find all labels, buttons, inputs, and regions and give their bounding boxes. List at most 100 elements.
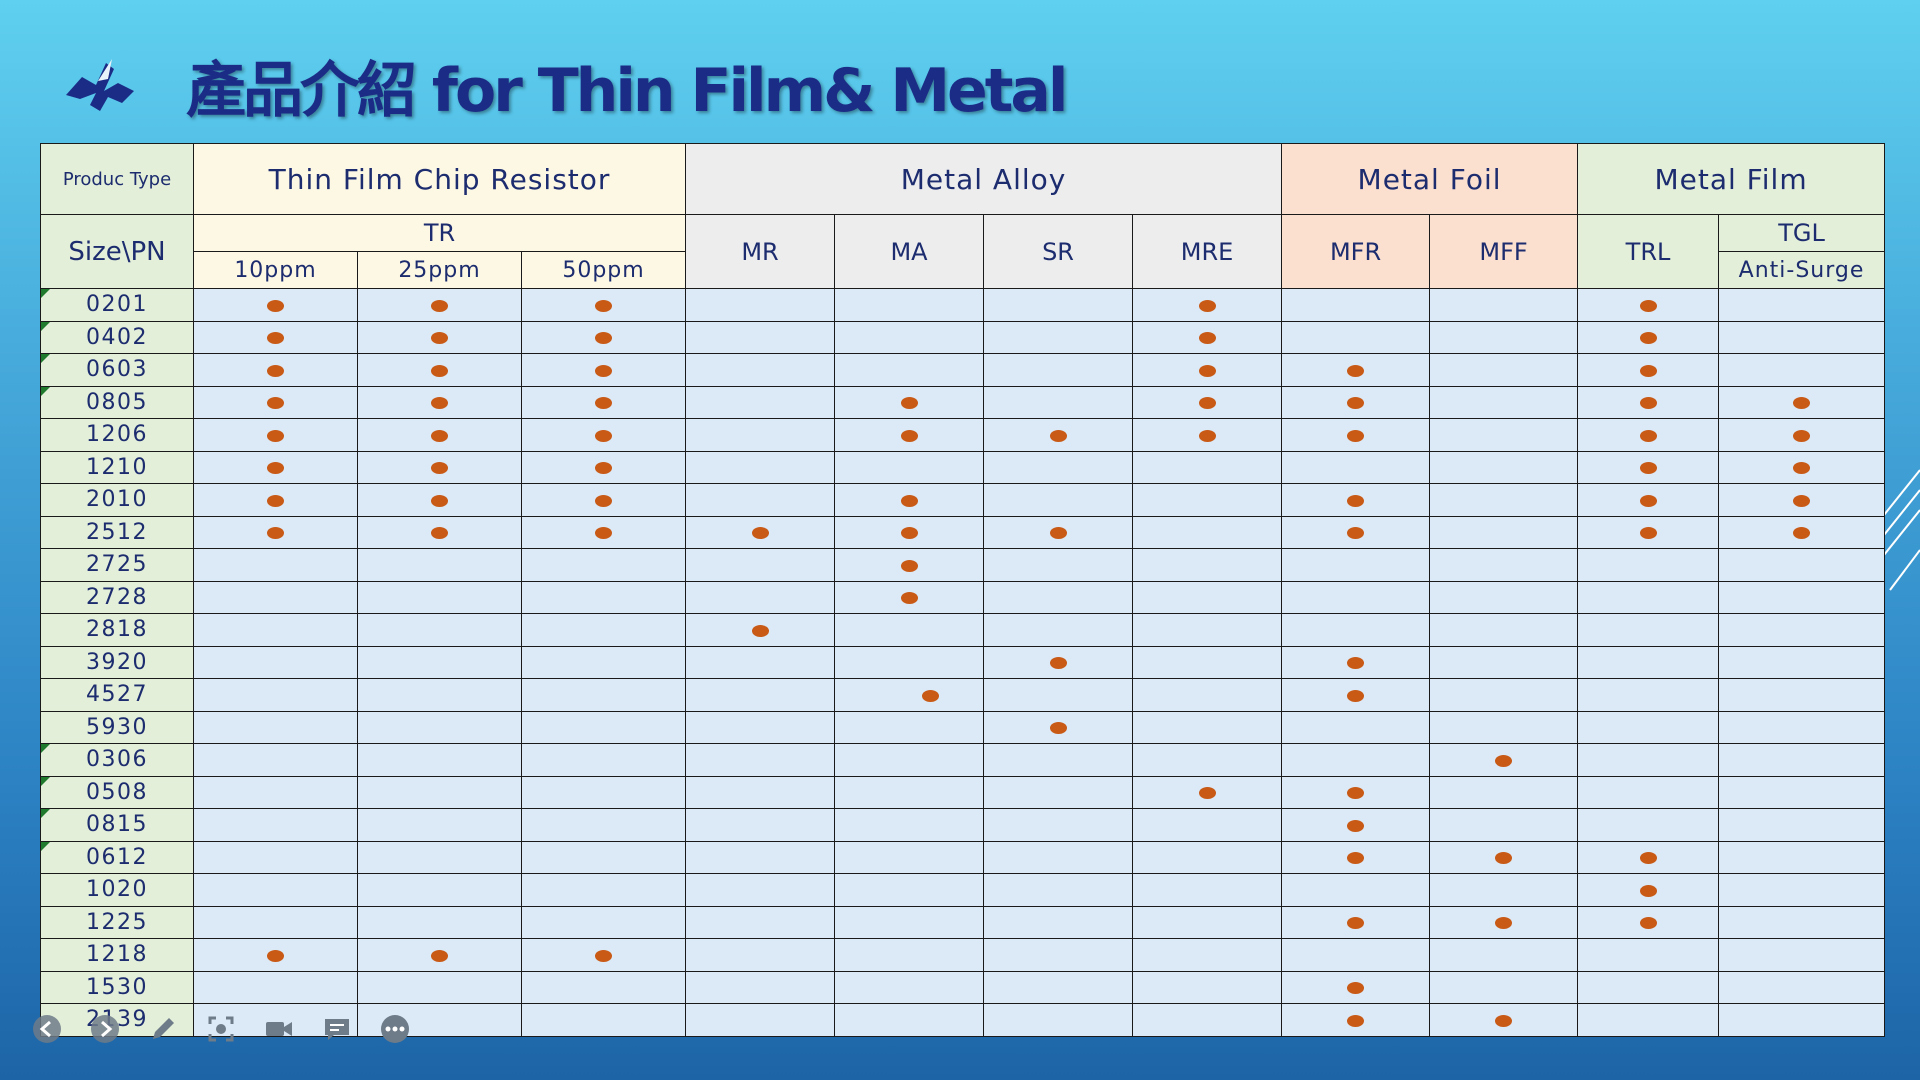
slide-title: 產品介紹 for Thin Film& Metal — [186, 55, 1068, 126]
cell-ma — [834, 645, 985, 679]
subtitles-button[interactable] — [322, 1014, 352, 1044]
availability-dot-icon — [1639, 527, 1657, 540]
cell-50ppm — [520, 775, 687, 809]
cell-ma — [834, 580, 985, 614]
cell-mff — [1429, 385, 1579, 419]
mff-header: MFF — [1429, 214, 1579, 289]
cell-sr — [983, 905, 1134, 939]
availability-dot-icon — [267, 397, 284, 410]
availability-dot-icon — [1639, 917, 1657, 930]
cell-mr — [685, 320, 836, 354]
prev-slide-button[interactable] — [32, 1014, 62, 1044]
availability-dot-icon — [1793, 462, 1811, 475]
pen-tool-button[interactable] — [148, 1014, 178, 1044]
availability-dot-icon — [431, 397, 448, 410]
table-row: 0508 — [40, 775, 1886, 809]
cell-50ppm — [520, 873, 687, 907]
cell-mre — [1132, 450, 1283, 484]
cell-10ppm — [193, 678, 358, 712]
size-cell: 0805 — [40, 385, 194, 419]
cell-sr — [983, 775, 1134, 809]
cell-mfr — [1281, 1003, 1431, 1037]
cell-trl — [1577, 1003, 1720, 1037]
cell-sr — [983, 385, 1134, 419]
cell-10ppm — [193, 840, 358, 874]
cell-ma — [834, 613, 985, 647]
cell-ma — [834, 970, 985, 1004]
availability-dot-icon — [1347, 982, 1365, 995]
mre-header: MRE — [1132, 214, 1283, 289]
cell-sr — [983, 645, 1134, 679]
cell-10ppm — [193, 613, 358, 647]
size-cell: 0612 — [40, 840, 194, 874]
cell-tgl — [1718, 905, 1886, 939]
cell-mr — [685, 580, 836, 614]
cell-10ppm — [193, 288, 358, 322]
cell-50ppm — [520, 580, 687, 614]
cell-mr — [685, 775, 836, 809]
cell-sr — [983, 970, 1134, 1004]
cell-10ppm — [193, 385, 358, 419]
cell-mre — [1132, 970, 1283, 1004]
cell-10ppm — [193, 808, 358, 842]
cell-sr — [983, 450, 1134, 484]
focus-icon — [208, 1016, 234, 1042]
product-matrix-table: Produc Type Thin Film Chip Resistor Meta… — [40, 143, 1886, 1037]
availability-dot-icon — [595, 332, 613, 345]
cell-ma — [834, 678, 985, 712]
cell-mr — [685, 710, 836, 744]
cell-25ppm — [357, 678, 522, 712]
availability-dot-icon — [1347, 917, 1365, 930]
cell-tgl — [1718, 548, 1886, 582]
cell-trl — [1577, 288, 1720, 322]
availability-dot-icon — [267, 462, 284, 475]
cell-trl — [1577, 515, 1720, 549]
cell-mff — [1429, 873, 1579, 907]
availability-dot-icon — [431, 332, 448, 345]
cell-sr — [983, 873, 1134, 907]
availability-dot-icon — [751, 624, 769, 637]
cell-mff — [1429, 418, 1579, 452]
availability-dot-icon — [1347, 1014, 1365, 1027]
cell-trl — [1577, 450, 1720, 484]
company-logo-icon — [66, 59, 134, 111]
cell-mfr — [1281, 288, 1431, 322]
next-icon — [91, 1015, 119, 1043]
cell-trl — [1577, 743, 1720, 777]
cell-ma — [834, 353, 985, 387]
cell-tgl — [1718, 515, 1886, 549]
availability-dot-icon — [1639, 364, 1657, 377]
cell-mfr — [1281, 710, 1431, 744]
cell-10ppm — [193, 320, 358, 354]
cell-10ppm — [193, 873, 358, 907]
table-row: 0201 — [40, 288, 1886, 322]
cell-tgl — [1718, 873, 1886, 907]
cell-mre — [1132, 1003, 1283, 1037]
cell-mr — [685, 678, 836, 712]
cell-tgl — [1718, 710, 1886, 744]
next-slide-button[interactable] — [90, 1014, 120, 1044]
table-row: 1020 — [40, 873, 1886, 907]
more-options-button[interactable] — [380, 1014, 410, 1044]
cell-50ppm — [520, 1003, 687, 1037]
cell-10ppm — [193, 775, 358, 809]
availability-dot-icon — [900, 397, 918, 410]
cell-sr — [983, 320, 1134, 354]
cell-mff — [1429, 483, 1579, 517]
camera-button[interactable] — [264, 1014, 294, 1044]
cell-10ppm — [193, 548, 358, 582]
cell-50ppm — [520, 320, 687, 354]
cell-50ppm — [520, 353, 687, 387]
cell-10ppm — [193, 645, 358, 679]
focus-button[interactable] — [206, 1014, 236, 1044]
cell-mff — [1429, 970, 1579, 1004]
availability-dot-icon — [1793, 494, 1811, 507]
cell-25ppm — [357, 288, 522, 322]
cell-trl — [1577, 613, 1720, 647]
cell-trl — [1577, 775, 1720, 809]
size-cell: 0508 — [40, 775, 194, 809]
cell-mff — [1429, 288, 1579, 322]
cell-mr — [685, 288, 836, 322]
availability-dot-icon — [1198, 332, 1216, 345]
cell-50ppm — [520, 645, 687, 679]
